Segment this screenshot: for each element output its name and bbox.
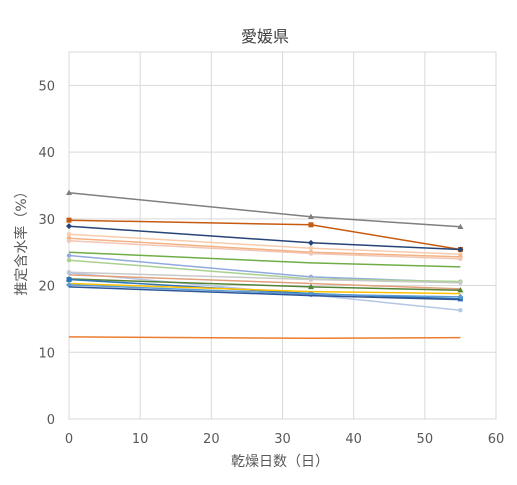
data-point bbox=[66, 277, 72, 283]
x-tick-label: 30 bbox=[274, 432, 291, 447]
data-point bbox=[66, 270, 72, 276]
series-6 bbox=[66, 238, 463, 262]
data-point bbox=[308, 251, 314, 256]
data-point bbox=[308, 222, 314, 228]
x-tick-label: 60 bbox=[488, 432, 505, 447]
x-axis-label: 乾燥日数（日） bbox=[231, 454, 329, 470]
series-18 bbox=[68, 336, 461, 340]
x-tick-label: 40 bbox=[345, 432, 362, 447]
data-point bbox=[66, 223, 72, 230]
data-point bbox=[66, 217, 72, 223]
series-17 bbox=[68, 286, 461, 301]
series-line bbox=[68, 336, 461, 340]
series-12 bbox=[68, 274, 461, 290]
y-tick-label: 50 bbox=[38, 79, 55, 94]
x-tick-label: 50 bbox=[417, 432, 434, 447]
x-tick-label: 0 bbox=[65, 432, 73, 447]
data-point bbox=[458, 308, 463, 313]
data-point bbox=[66, 253, 72, 258]
series-1 bbox=[66, 189, 464, 230]
tick-labels: 0 10 20 30 40 50 0 10 20 30 40 50 60 bbox=[38, 79, 504, 447]
data-point bbox=[457, 223, 464, 230]
data-point bbox=[458, 280, 463, 286]
x-tick-label: 10 bbox=[132, 432, 149, 447]
series-line bbox=[68, 274, 461, 290]
y-tick-label: 0 bbox=[47, 413, 55, 428]
series-line bbox=[68, 286, 461, 301]
data-point bbox=[66, 238, 72, 244]
y-tick-label: 40 bbox=[38, 146, 55, 161]
data-point bbox=[307, 283, 314, 290]
y-tick-label: 30 bbox=[38, 213, 55, 228]
data-point bbox=[308, 245, 314, 251]
series-line bbox=[68, 251, 461, 268]
data-point bbox=[458, 256, 463, 262]
y-tick-label: 20 bbox=[38, 280, 55, 295]
y-tick-label: 10 bbox=[38, 346, 55, 361]
data-point bbox=[66, 257, 72, 263]
data-point bbox=[457, 246, 464, 253]
series-layer bbox=[66, 189, 464, 340]
y-axis-label: 推定含水率（%） bbox=[13, 184, 30, 295]
data-point bbox=[66, 189, 72, 195]
data-point bbox=[307, 239, 314, 246]
data-point bbox=[457, 293, 464, 300]
data-point bbox=[308, 277, 314, 282]
data-point bbox=[307, 213, 314, 220]
series-7 bbox=[68, 251, 461, 268]
series-3 bbox=[66, 223, 464, 253]
data-point bbox=[66, 231, 72, 237]
x-tick-label: 20 bbox=[203, 432, 220, 447]
data-point bbox=[457, 287, 464, 293]
chart-title: 愛媛県 bbox=[241, 27, 289, 46]
